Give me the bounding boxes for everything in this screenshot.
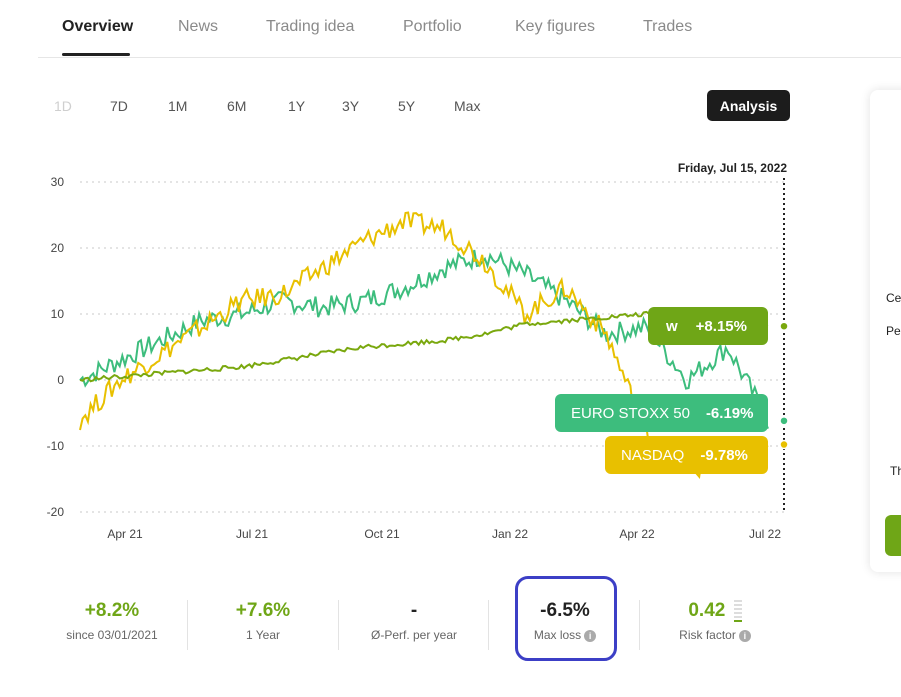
stat-divider xyxy=(488,600,489,650)
series-end-dot xyxy=(779,439,789,450)
risk-factor-bars-icon xyxy=(733,600,742,622)
y-tick-label: -20 xyxy=(47,505,65,519)
stat-since-start: +8.2% since 03/01/2021 xyxy=(37,600,187,642)
stat-divider xyxy=(639,600,640,650)
side-panel-button[interactable] xyxy=(885,515,901,556)
stat-max-loss: -6.5% Max loss i xyxy=(490,600,640,642)
stat-risk-factor: 0.42 Risk factor i xyxy=(640,600,790,642)
y-tick-label: 0 xyxy=(57,373,64,387)
stat-perf-per-year: - Ø-Perf. per year xyxy=(339,600,489,642)
stat-divider xyxy=(187,600,188,650)
series-tag-value: -6.19% xyxy=(705,404,754,422)
stat-value: +7.6% xyxy=(235,600,291,621)
side-panel-text-1: Ce xyxy=(886,291,901,305)
stat-divider xyxy=(338,600,339,650)
tab-portfolio[interactable]: Portfolio xyxy=(403,18,462,35)
tab-key-figures[interactable]: Key figures xyxy=(515,18,596,35)
x-tick-label: Jul 21 xyxy=(236,527,268,541)
y-tick-label: -10 xyxy=(47,439,65,453)
series-tag-wikifolio: w +8.15% xyxy=(648,307,768,345)
stat-value: +8.2% xyxy=(84,600,140,621)
range-6m[interactable]: 6M xyxy=(227,98,247,114)
side-panel-text-2: Pe xyxy=(886,324,901,338)
max-loss-highlight xyxy=(515,576,617,661)
x-axis-ticks: Apr 21 Jul 21 Oct 21 Jan 22 Apr 22 Jul 22 xyxy=(107,527,781,541)
x-tick-label: Jan 22 xyxy=(492,527,528,541)
range-max[interactable]: Max xyxy=(454,98,481,114)
x-tick-label: Apr 22 xyxy=(619,527,655,541)
y-tick-label: 30 xyxy=(51,175,65,189)
hover-date-label: Friday, Jul 15, 2022 xyxy=(678,161,787,175)
y-tick-label: 20 xyxy=(51,241,65,255)
tab-bar: Overview News Trading idea Portfolio Key… xyxy=(38,0,901,58)
x-tick-label: Jul 22 xyxy=(749,527,781,541)
stat-value: 0.42 xyxy=(688,600,726,622)
tab-trades[interactable]: Trades xyxy=(643,18,693,35)
analysis-button[interactable]: Analysis xyxy=(707,90,790,121)
wikifolio-logo-icon: w xyxy=(666,317,678,335)
range-5y[interactable]: 5Y xyxy=(398,98,416,114)
stat-value: -6.5% xyxy=(540,600,590,621)
stat-value: - xyxy=(410,600,418,621)
stat-label: Risk factor xyxy=(679,628,736,643)
series-tag-euro-stoxx: EURO STOXX 50 -6.19% xyxy=(555,394,768,432)
side-panel-text-3: Th xyxy=(890,464,901,478)
range-3y[interactable]: 3Y xyxy=(342,98,360,114)
stat-label: since 03/01/2021 xyxy=(66,628,158,642)
series-tag-nasdaq: NASDAQ -9.78% xyxy=(605,436,768,474)
tab-trading-idea[interactable]: Trading idea xyxy=(266,18,355,35)
stat-label: Max loss xyxy=(533,628,582,642)
series-end-markers xyxy=(779,321,789,450)
stat-label: Ø-Perf. per year xyxy=(370,628,458,642)
x-tick-label: Apr 21 xyxy=(107,527,143,541)
series-end-dot xyxy=(779,321,789,331)
y-axis-ticks: 30 20 10 0 -10 -20 xyxy=(47,175,65,519)
series-tag-name: EURO STOXX 50 xyxy=(571,404,690,422)
stat-1-year: +7.6% 1 Year xyxy=(188,600,338,642)
y-tick-label: 10 xyxy=(51,307,65,321)
x-tick-label: Oct 21 xyxy=(364,527,400,541)
side-panel xyxy=(870,90,901,572)
info-icon[interactable]: i xyxy=(584,629,597,642)
info-icon[interactable]: i xyxy=(738,629,751,642)
series-tag-name: NASDAQ xyxy=(621,446,685,464)
tab-overview[interactable]: Overview xyxy=(62,18,134,35)
range-7d[interactable]: 7D xyxy=(110,98,128,114)
range-1y[interactable]: 1Y xyxy=(288,98,306,114)
range-1d[interactable]: 1D xyxy=(54,98,72,114)
series-end-dot xyxy=(779,416,789,426)
tab-news[interactable]: News xyxy=(178,18,219,35)
range-1m[interactable]: 1M xyxy=(168,98,188,114)
active-tab-indicator xyxy=(62,53,130,56)
stat-label: 1 Year xyxy=(245,628,281,642)
series-tag-value: -9.78% xyxy=(700,446,748,464)
series-tag-value: +8.15% xyxy=(695,317,747,335)
